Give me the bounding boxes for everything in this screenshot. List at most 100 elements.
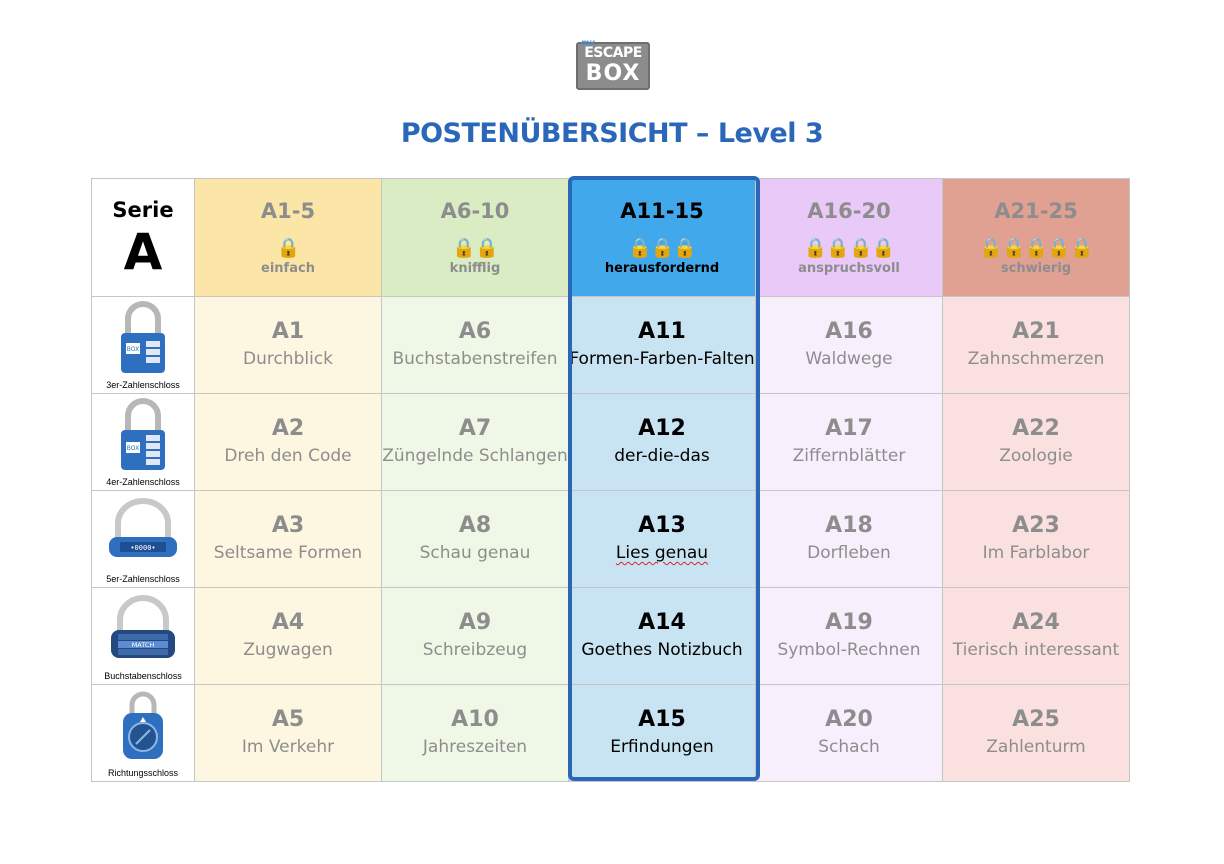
- station-cell-a12: A12 der-die-das: [568, 393, 756, 491]
- lock-type-cell: BOX 3er-Zahlenschloss: [91, 296, 195, 394]
- station-cell-a24: A24 Tierisch interessant: [942, 587, 1130, 685]
- difficulty-label: anspruchsvoll: [798, 261, 900, 276]
- station-name: Ziffernblätter: [792, 446, 906, 466]
- station-name: Schau genau: [419, 543, 531, 563]
- lock-type-label: 5er-Zahlenschloss: [106, 574, 180, 584]
- station-name: Jahreszeiten: [422, 737, 528, 757]
- station-code: A18: [825, 513, 873, 538]
- dial-text: MATCH: [132, 641, 155, 649]
- station-name: der-die-das: [614, 446, 710, 466]
- lock-type-label: 3er-Zahlenschloss: [106, 380, 180, 390]
- station-cell-a13: A13 Lies genau: [568, 490, 756, 588]
- table-row: BOX 4er-Zahlenschloss A2 Dreh den Code A…: [91, 393, 1130, 491]
- column-header-a21-25: A21-25 🔒🔒🔒🔒🔒 schwierig: [942, 178, 1130, 297]
- lock-type-cell: Richtungsschloss: [91, 684, 195, 782]
- station-code: A2: [271, 416, 305, 441]
- station-name: Zahnschmerzen: [967, 349, 1105, 369]
- station-cell-a20: A20 Schach: [755, 684, 943, 782]
- 3-digit-padlock-icon: BOX: [121, 301, 165, 373]
- station-code: A14: [638, 610, 686, 635]
- column-range: A11-15: [620, 199, 704, 223]
- station-name: Seltsame Formen: [213, 543, 363, 563]
- station-name: Im Verkehr: [241, 737, 335, 757]
- station-code: A1: [271, 319, 305, 344]
- station-code: A17: [825, 416, 873, 441]
- column-range: A6-10: [440, 199, 510, 223]
- station-code: A9: [458, 610, 492, 635]
- difficulty-lock-icons: 🔒🔒🔒: [628, 237, 697, 259]
- station-cell-a8: A8 Schau genau: [381, 490, 569, 588]
- column-range: A16-20: [807, 199, 891, 223]
- serie-label: Serie: [112, 197, 174, 222]
- station-cell-a6: A6 Buchstabenstreifen: [381, 296, 569, 394]
- station-name: Dorfleben: [807, 543, 891, 563]
- station-name: Buchstabenstreifen: [392, 349, 558, 369]
- svg-text:BOX: BOX: [127, 346, 139, 353]
- escape-box-logo: my ESCAPE BOX: [576, 38, 650, 90]
- station-cell-a25: A25 Zahlenturm: [942, 684, 1130, 782]
- station-code: A11: [638, 319, 686, 344]
- station-code: A21: [1012, 319, 1060, 344]
- logo-my-text: my: [581, 38, 595, 47]
- station-code: A24: [1012, 610, 1060, 635]
- directional-padlock-icon: [123, 691, 163, 759]
- station-code: A10: [451, 707, 499, 732]
- station-name: Durchblick: [242, 349, 334, 369]
- station-code: A22: [1012, 416, 1060, 441]
- difficulty-lock-icons: 🔒🔒🔒🔒🔒: [979, 237, 1093, 259]
- station-code: A6: [458, 319, 492, 344]
- station-cell-a4: A4 Zugwagen: [194, 587, 382, 685]
- station-cell-a23: A23 Im Farblabor: [942, 490, 1130, 588]
- station-name: Im Farblabor: [982, 543, 1090, 563]
- station-cell-a15: A15 Erfindungen: [568, 684, 756, 782]
- station-code: A23: [1012, 513, 1060, 538]
- station-cell-a5: A5 Im Verkehr: [194, 684, 382, 782]
- station-code: A7: [458, 416, 492, 441]
- column-header-a16-20: A16-20 🔒🔒🔒🔒 anspruchsvoll: [755, 178, 943, 297]
- lock-type-cell: MATCH Buchstabenschloss: [91, 587, 195, 685]
- station-code: A5: [271, 707, 305, 732]
- difficulty-label: schwierig: [1000, 261, 1072, 276]
- station-cell-a19: A19 Symbol-Rechnen: [755, 587, 943, 685]
- station-name: Dreh den Code: [224, 446, 352, 466]
- station-cell-a2: A2 Dreh den Code: [194, 393, 382, 491]
- letter-padlock-icon: MATCH: [111, 595, 175, 658]
- difficulty-label: herausfordernd: [604, 261, 720, 276]
- logo-line-2: BOX: [585, 61, 641, 86]
- column-header-a11-15: A11-15 🔒🔒🔒 herausfordernd: [568, 178, 756, 297]
- difficulty-label: einfach: [261, 261, 315, 276]
- svg-text:•0000•: •0000•: [130, 544, 155, 552]
- station-name: Formen-Farben-Falten: [569, 349, 755, 369]
- 4-digit-padlock-icon: BOX: [121, 398, 165, 470]
- lock-type-label: 4er-Zahlenschloss: [106, 477, 180, 487]
- station-code: A19: [825, 610, 873, 635]
- station-name: Züngelnde Schlangen: [382, 446, 568, 466]
- station-cell-a11: A11 Formen-Farben-Falten: [568, 296, 756, 394]
- station-cell-a18: A18 Dorfleben: [755, 490, 943, 588]
- station-cell-a22: A22 Zoologie: [942, 393, 1130, 491]
- station-name: Schreibzeug: [422, 640, 528, 660]
- station-name: Erfindungen: [610, 737, 714, 757]
- logo-line-1: ESCAPE: [584, 45, 642, 61]
- station-code: A20: [825, 707, 873, 732]
- column-range: A1-5: [260, 199, 316, 223]
- station-code: A4: [271, 610, 305, 635]
- station-name: Lies genau: [615, 543, 709, 563]
- station-code: A8: [458, 513, 492, 538]
- station-code: A13: [638, 513, 686, 538]
- station-cell-a1: A1 Durchblick: [194, 296, 382, 394]
- station-name: Zahlenturm: [986, 737, 1086, 757]
- page-title: POSTENÜBERSICHT – Level 3: [400, 118, 824, 149]
- station-name: Tierisch interessant: [952, 640, 1120, 660]
- difficulty-lock-icons: 🔒🔒: [452, 237, 498, 259]
- difficulty-label: knifflig: [449, 261, 501, 276]
- station-name: Zoologie: [999, 446, 1073, 466]
- table-row: •0000• 5er-Zahlenschloss A3 Seltsame For…: [91, 490, 1130, 588]
- station-name: Symbol-Rechnen: [777, 640, 921, 660]
- svg-text:BOX: BOX: [127, 445, 139, 452]
- serie-cell: Serie A: [91, 178, 195, 297]
- column-header-a6-10: A6-10 🔒🔒 knifflig: [381, 178, 569, 297]
- column-header-a1-5: A1-5 🔒 einfach: [194, 178, 382, 297]
- column-range: A21-25: [994, 199, 1078, 223]
- serie-letter: A: [123, 222, 163, 281]
